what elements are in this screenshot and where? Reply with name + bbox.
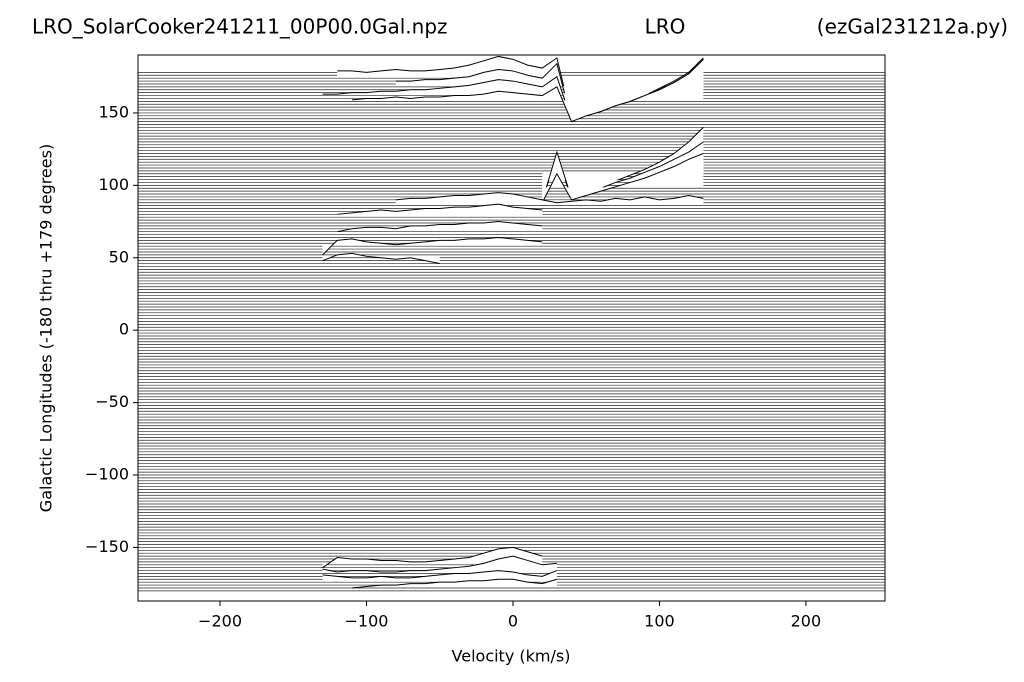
- chart-title: LRO_SolarCooker241211_00P00.0Gal.npz: [32, 15, 448, 39]
- x-tick-label: −100: [345, 612, 389, 631]
- profile-mask: [395, 192, 704, 205]
- y-tick-label: 100: [98, 175, 129, 194]
- profile-mask: [322, 570, 557, 582]
- chart-subtitle: LRO: [645, 15, 686, 39]
- profile-trace: [322, 252, 440, 265]
- profile-trace: [322, 236, 543, 256]
- plot-area: [138, 55, 885, 592]
- y-axis-label: Galactic Longitudes (-180 thru +179 degr…: [37, 144, 56, 512]
- y-tick-label: −100: [85, 465, 129, 484]
- x-tick-label: 100: [644, 612, 675, 631]
- profile-trace: [322, 570, 558, 579]
- y-tick-label: 150: [98, 102, 129, 121]
- profile-trace: [351, 58, 704, 123]
- profile-mask: [322, 556, 557, 573]
- x-tick-label: 200: [791, 612, 822, 631]
- profile-trace: [322, 555, 557, 573]
- x-tick-label: −200: [198, 612, 242, 631]
- profile-mask: [542, 153, 704, 203]
- profile-trace: [541, 153, 704, 203]
- y-tick-label: −150: [85, 537, 129, 556]
- profile-mask: [542, 141, 704, 202]
- x-tick-label: 0: [508, 612, 518, 631]
- profile-trace: [322, 546, 543, 569]
- profile-mask: [322, 253, 440, 264]
- y-tick-label: 50: [109, 247, 129, 266]
- x-axis-label: Velocity (km/s): [452, 647, 571, 666]
- profile-mask: [351, 579, 557, 588]
- profile-mask: [337, 204, 543, 217]
- profile-mask: [337, 221, 543, 232]
- profile-trace: [395, 192, 704, 204]
- annotation: (ezGal231212a.py): [817, 15, 1008, 39]
- y-tick-label: −50: [95, 392, 129, 411]
- plot-frame: [137, 54, 886, 602]
- profile-trace: [351, 578, 558, 589]
- profile-trace: [337, 221, 543, 233]
- profile-trace: [337, 203, 543, 215]
- y-tick-label: 0: [119, 320, 129, 339]
- profile-trace: [395, 60, 704, 121]
- profile-mask: [322, 237, 543, 255]
